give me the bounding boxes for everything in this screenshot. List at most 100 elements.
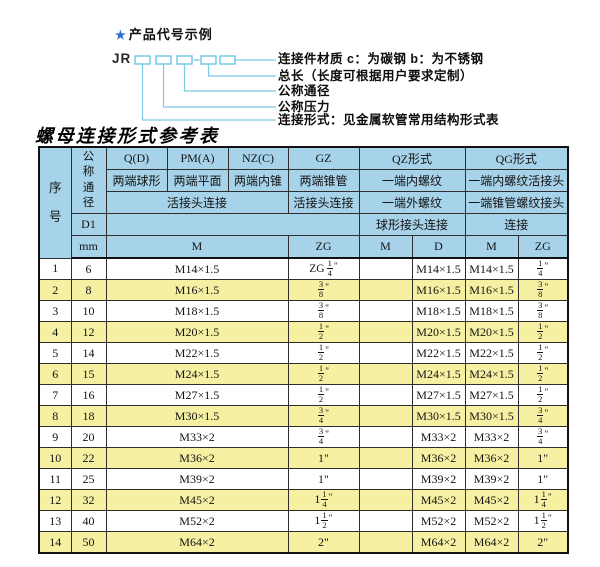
header-col-gz: GZ [287, 146, 360, 170]
cell-qg-zg: 1 2 " [517, 363, 569, 385]
header-qz-desc1: 一端内螺纹 [358, 169, 466, 192]
header-qz-m: M [358, 235, 413, 259]
cell-dn-mm: 8 [70, 279, 107, 301]
cell-row-number: 7 [38, 384, 72, 406]
header-pm-desc: 两端平面 [166, 169, 229, 192]
cell-m-thread: M16×1.5 [105, 279, 289, 301]
table-row: 9 20 M33×2 3 4 " M33×2 M33×2 3 4 " [38, 426, 569, 448]
header-qg-conn: 连接 [464, 213, 569, 236]
cell-row-number: 1 [38, 257, 72, 280]
cell-m-thread: M45×2 [105, 489, 289, 511]
cell-row-number: 3 [38, 300, 72, 322]
cell-qz-d: M52×2 [411, 510, 466, 532]
cell-row-number: 4 [38, 321, 72, 343]
cell-gz-size: 1 2 " [287, 363, 360, 385]
code-label-connection: 连接形式：见金属软管常用结构形式表 [278, 112, 500, 127]
cell-qz-d: M20×1.5 [411, 321, 466, 343]
cell-qg-zg: 1 1 2 " [517, 510, 569, 532]
table-row: 12 32 M45×2 1 1 4 " M45×2 M45×2 1 1 4 " [38, 489, 569, 511]
cell-row-number: 12 [38, 489, 72, 511]
cell-row-number: 9 [38, 426, 72, 448]
cell-qg-zg: 3 8 " [517, 300, 569, 322]
connector-line-3 [183, 64, 276, 92]
header-gz-conn: 活接头连接 [287, 191, 360, 214]
cell-qz-d: M30×1.5 [411, 405, 466, 427]
cell-m-thread: M24×1.5 [105, 363, 289, 385]
cell-qz-d: M18×1.5 [411, 300, 466, 322]
cell-dn-mm: 25 [70, 468, 107, 490]
cell-qz-m [358, 405, 413, 427]
cell-row-number: 6 [38, 363, 72, 385]
cell-qz-m [358, 426, 413, 448]
cell-m-thread: M18×1.5 [105, 300, 289, 322]
header-empty-cell [105, 213, 360, 236]
cell-dn-mm: 12 [70, 321, 107, 343]
cell-dn-mm: 40 [70, 510, 107, 532]
cell-qz-m [358, 321, 413, 343]
cell-dn-mm: 10 [70, 300, 107, 322]
cell-row-number: 2 [38, 279, 72, 301]
cell-qg-m: M39×2 [464, 468, 519, 490]
cell-qg-m: M20×1.5 [464, 321, 519, 343]
cell-gz-size: 2" [287, 531, 360, 554]
header-mm: mm [70, 235, 107, 259]
table-row: 6 15 M24×1.5 1 2 " M24×1.5 M24×1.5 1 2 " [38, 363, 569, 385]
header-col-qg: QG形式 [464, 146, 569, 170]
cell-dn-mm: 16 [70, 384, 107, 406]
table-header: 序号 公称通径 Q(D) PM(A) NZ(C) GZ QZ形式 QG形式 两端… [38, 146, 569, 259]
cell-qz-d: M14×1.5 [411, 257, 466, 280]
cell-qg-zg: 1" [517, 468, 569, 490]
table-row: 8 18 M30×1.5 3 4 " M30×1.5 M30×1.5 3 4 " [38, 405, 569, 427]
product-code-diagram: ★ 产品代号示例 JR 连接件材质 c：为碳钢 b：为不锈钢 总长（长度可根据用户… [0, 0, 600, 150]
cell-qz-m [358, 468, 413, 490]
cell-gz-size: 1" [287, 447, 360, 469]
header-m-label: M [105, 235, 289, 259]
cell-gz-size: 1 2 " [287, 384, 360, 406]
table-row: 3 10 M18×1.5 3 8 " M18×1.5 M18×1.5 3 8 " [38, 300, 569, 322]
header-qz-d: D [411, 235, 466, 259]
cell-qz-d: M45×2 [411, 489, 466, 511]
cell-qg-zg: 1 4 " [517, 257, 569, 280]
cell-dn-mm: 20 [70, 426, 107, 448]
connector-line-2 [207, 64, 276, 77]
cell-dn-mm: 18 [70, 405, 107, 427]
cell-gz-size: 1 1 4 " [287, 489, 360, 511]
table-row: 2 8 M16×1.5 3 8 " M16×1.5 M16×1.5 3 8 " [38, 279, 569, 301]
cell-qg-zg: 1 2 " [517, 321, 569, 343]
cell-qg-m: M24×1.5 [464, 363, 519, 385]
header-col-q: Q(D) [105, 146, 168, 170]
cell-dn-mm: 15 [70, 363, 107, 385]
table-row: 14 50 M64×2 2" M64×2 M64×2 2" [38, 531, 569, 554]
code-box-3 [176, 55, 193, 65]
header-col-qz: QZ形式 [358, 146, 466, 170]
cell-m-thread: M30×1.5 [105, 405, 289, 427]
cell-gz-size: 3 4 " [287, 426, 360, 448]
cell-gz-size: 1 1 2 " [287, 510, 360, 532]
cell-row-number: 5 [38, 342, 72, 364]
cell-m-thread: M33×2 [105, 426, 289, 448]
cell-qg-m: M16×1.5 [464, 279, 519, 301]
cell-qz-m [358, 279, 413, 301]
cell-m-thread: M22×1.5 [105, 342, 289, 364]
connector-line-5 [141, 64, 276, 121]
cell-gz-size: ZG 1 4 " [287, 257, 360, 280]
cell-qz-m [358, 510, 413, 532]
diagram-title: 产品代号示例 [128, 27, 213, 42]
cell-qz-m [358, 384, 413, 406]
cell-qz-m [358, 489, 413, 511]
code-connector-lines [134, 55, 276, 121]
cell-qg-zg: 1 2 " [517, 384, 569, 406]
cell-row-number: 14 [38, 531, 72, 554]
cell-qz-m [358, 342, 413, 364]
header-seq: 序号 [38, 146, 72, 259]
table-row: 10 22 M36×2 1" M36×2 M36×2 1" [38, 447, 569, 469]
cell-gz-size: 3 4 " [287, 405, 360, 427]
code-box-4 [200, 55, 217, 65]
cell-m-thread: M39×2 [105, 468, 289, 490]
cell-qz-m [358, 447, 413, 469]
cell-gz-size: 1" [287, 468, 360, 490]
header-q-desc: 两端球形 [105, 169, 168, 192]
cell-m-thread: M52×2 [105, 510, 289, 532]
star-icon: ★ [115, 28, 127, 42]
code-box-5 [219, 55, 236, 65]
